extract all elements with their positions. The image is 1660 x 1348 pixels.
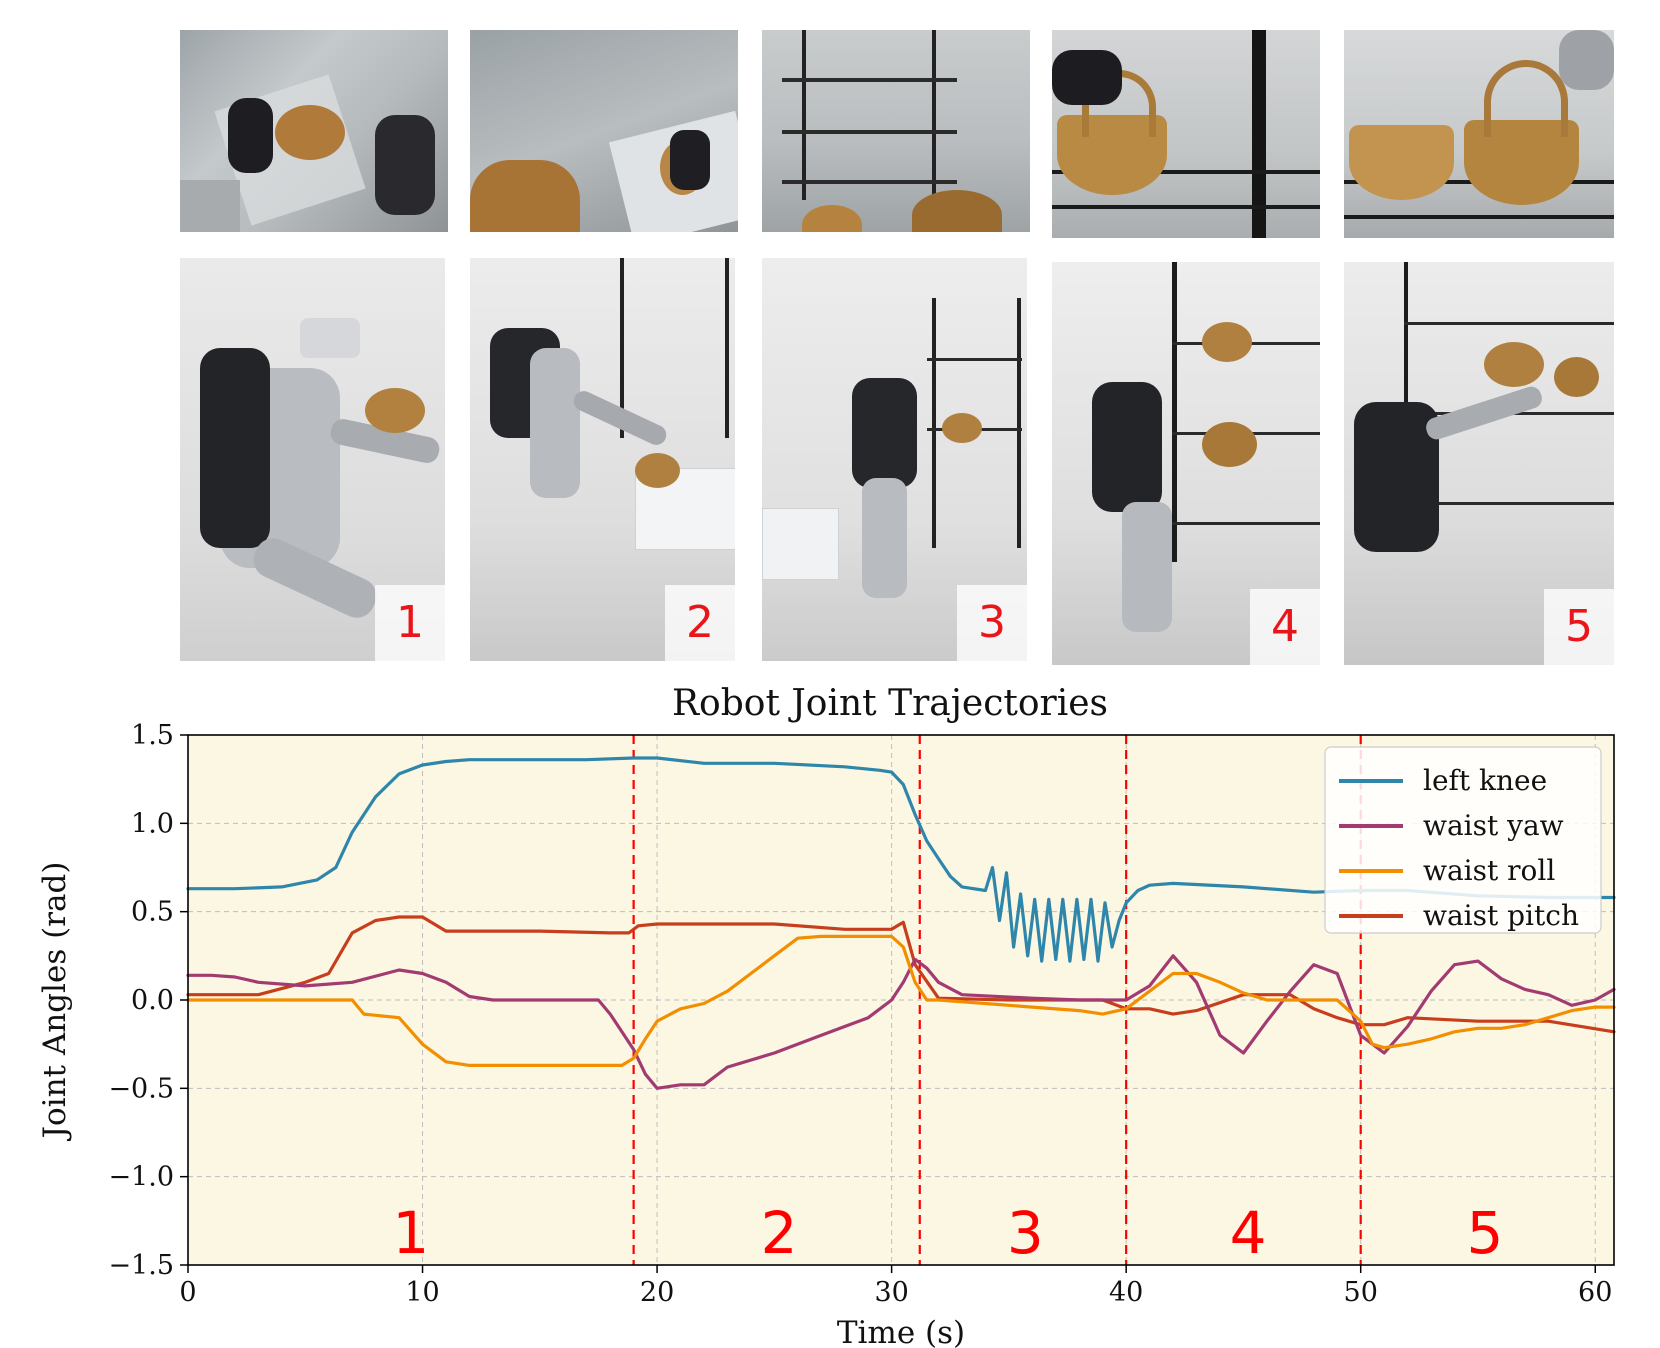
legend-box bbox=[1324, 746, 1602, 934]
x-tick-label: 60 bbox=[1578, 1277, 1612, 1308]
series-line-waist-yaw bbox=[186, 954, 1616, 1090]
phase-label: 4 bbox=[1230, 1199, 1267, 1267]
third-person-photo-row: 1 2 3 4 bbox=[0, 250, 1660, 670]
egocentric-photo-5 bbox=[1344, 30, 1614, 238]
y-tick-label: −0.5 bbox=[108, 1073, 174, 1104]
y-tick-label: 1.0 bbox=[131, 808, 174, 839]
joint-trajectory-chart: Robot Joint Trajectories 1 2 3 4 5 0 10 20 30 40… bbox=[37, 683, 1616, 1348]
egocentric-photo-row bbox=[0, 0, 1660, 250]
egocentric-photo-4 bbox=[1052, 30, 1320, 238]
x-tick-label: 10 bbox=[405, 1277, 439, 1308]
y-tick-label: 0.5 bbox=[131, 897, 174, 928]
step-badge-4: 4 bbox=[1250, 589, 1320, 665]
step-badge-5: 5 bbox=[1544, 589, 1614, 665]
legend-label: waist roll bbox=[1423, 854, 1555, 887]
egocentric-photo-2 bbox=[470, 30, 738, 232]
plot-frame bbox=[187, 734, 1615, 1266]
step-badge-1: 1 bbox=[375, 585, 445, 661]
legend-label: waist pitch bbox=[1423, 899, 1579, 932]
phase-label: 1 bbox=[392, 1199, 429, 1267]
x-tick-label: 50 bbox=[1344, 1277, 1378, 1308]
third-person-photo-1: 1 bbox=[180, 258, 445, 661]
y-tick-label: −1.0 bbox=[108, 1162, 174, 1193]
phase-label: 3 bbox=[1007, 1199, 1044, 1267]
third-person-photo-3: 3 bbox=[762, 258, 1027, 661]
y-tick-label: 1.5 bbox=[131, 720, 174, 751]
axis-ticks: 0 10 20 30 40 50 60 −1.5 −1.0 −0.5 0.0 0.5 1.0 1.5 bbox=[108, 720, 1612, 1308]
phase-boundaries: 1 2 3 4 5 bbox=[392, 735, 1503, 1267]
chart-title: Robot Joint Trajectories bbox=[672, 683, 1108, 724]
series-lines bbox=[186, 756, 1616, 1090]
y-tick-label: −1.5 bbox=[108, 1250, 174, 1281]
y-axis-label: Joint Angles (rad) bbox=[37, 862, 73, 1142]
step-badge-3: 3 bbox=[957, 585, 1027, 661]
x-tick-label: 0 bbox=[179, 1277, 196, 1308]
legend-label: waist yaw bbox=[1423, 809, 1564, 842]
y-tick-label: 0.0 bbox=[131, 985, 174, 1016]
x-axis-label: Time (s) bbox=[837, 1315, 965, 1348]
egocentric-photo-3 bbox=[762, 30, 1030, 232]
third-person-photo-4: 4 bbox=[1052, 262, 1320, 665]
step-badge-2: 2 bbox=[665, 585, 735, 661]
phase-label: 5 bbox=[1467, 1199, 1504, 1267]
x-tick-label: 20 bbox=[640, 1277, 674, 1308]
series-line-waist-roll bbox=[186, 934, 1616, 1067]
third-person-photo-2: 2 bbox=[470, 258, 735, 661]
series-line-left-knee bbox=[186, 756, 1616, 963]
legend: left knee waist yaw waist roll waist pitch bbox=[1324, 746, 1602, 934]
third-person-photo-5: 5 bbox=[1344, 262, 1614, 665]
legend-label: left knee bbox=[1423, 764, 1547, 797]
x-tick-label: 30 bbox=[874, 1277, 908, 1308]
phase-label: 2 bbox=[761, 1199, 798, 1267]
series-line-waist-pitch bbox=[186, 915, 1616, 1034]
x-tick-label: 40 bbox=[1109, 1277, 1143, 1308]
egocentric-photo-1 bbox=[180, 30, 448, 232]
